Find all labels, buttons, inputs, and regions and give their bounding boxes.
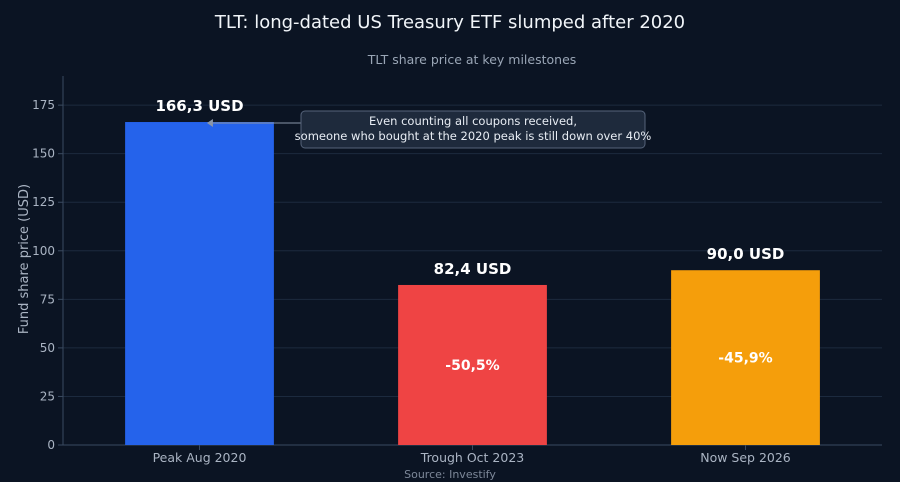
x-tick-label: Trough Oct 2023 (420, 450, 524, 465)
annotation-text-line: someone who bought at the 2020 peak is s… (295, 129, 652, 143)
bars (125, 122, 820, 445)
bar (398, 284, 547, 445)
x-tick-label: Peak Aug 2020 (153, 450, 247, 465)
value-label: 166,3 USD (155, 97, 243, 115)
change-label: -50,5% (445, 358, 499, 374)
y-tick-label: 175 (32, 98, 55, 112)
y-tick-label: 125 (32, 195, 55, 209)
annotation: Even counting all coupons received,someo… (206, 110, 652, 149)
y-tick-label: 100 (32, 244, 55, 258)
change-label: -45,9% (718, 351, 772, 367)
bar (671, 270, 820, 445)
y-tick-label: 25 (40, 389, 55, 403)
data-labels: 166,3 USD 82,4 USD -50,5% 90,0 USD -45,9% (155, 97, 784, 374)
y-tick-label: 0 (47, 438, 55, 452)
y-tick-label: 150 (32, 147, 55, 161)
value-label: 82,4 USD (434, 260, 512, 278)
chart-title: TLT: long-dated US Treasury ETF slumped … (214, 12, 685, 33)
chart-subtitle: TLT share price at key milestones (367, 52, 577, 67)
bar (125, 122, 274, 445)
annotation-text-line: Even counting all coupons received, (369, 114, 577, 128)
source-note: Source: Investify (404, 468, 496, 481)
annotation-box (300, 110, 646, 149)
y-axis-label: Fund share price (USD) (17, 184, 32, 334)
y-tick-label: 75 (40, 292, 55, 306)
x-tick-label: Now Sep 2026 (700, 450, 791, 465)
value-label: 90,0 USD (707, 245, 785, 263)
y-tick-label: 50 (40, 341, 55, 355)
annotation-arrowhead (206, 119, 213, 128)
